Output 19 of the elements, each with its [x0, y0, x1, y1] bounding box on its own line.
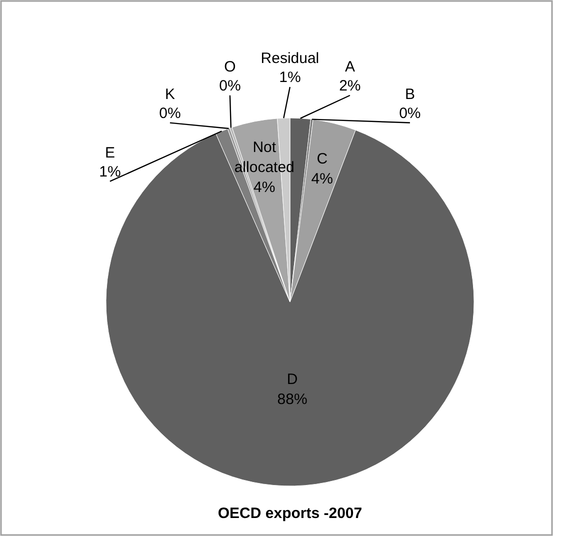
slice-label: D	[286, 370, 298, 388]
slice-label: K	[164, 86, 175, 103]
slice-label: B	[404, 86, 415, 103]
data-label: 4%	[254, 179, 276, 196]
slice-label: E	[104, 144, 115, 162]
data-label: 0%	[399, 104, 421, 122]
data-label: 1%	[279, 69, 301, 86]
data-label: 0%	[219, 77, 241, 94]
slice-label: O	[224, 58, 236, 76]
slice-label: A	[344, 58, 355, 76]
data-label: 88%	[277, 390, 308, 408]
data-label: 1%	[99, 163, 121, 180]
slice-label: C	[316, 150, 328, 168]
text: OECD exports -2007	[218, 505, 362, 522]
slice-label: Not allocated	[234, 139, 294, 176]
data-label: 4%	[311, 170, 333, 188]
data-label: 0%	[159, 104, 181, 122]
slice-label: Residual	[260, 50, 320, 67]
data-label: 2%	[339, 77, 361, 94]
